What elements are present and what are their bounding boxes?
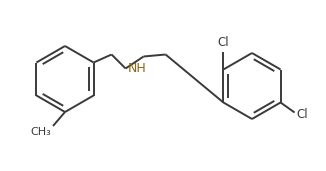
Text: CH₃: CH₃ xyxy=(30,127,51,137)
Text: NH: NH xyxy=(127,62,146,75)
Text: Cl: Cl xyxy=(297,108,308,121)
Text: Cl: Cl xyxy=(218,36,229,49)
